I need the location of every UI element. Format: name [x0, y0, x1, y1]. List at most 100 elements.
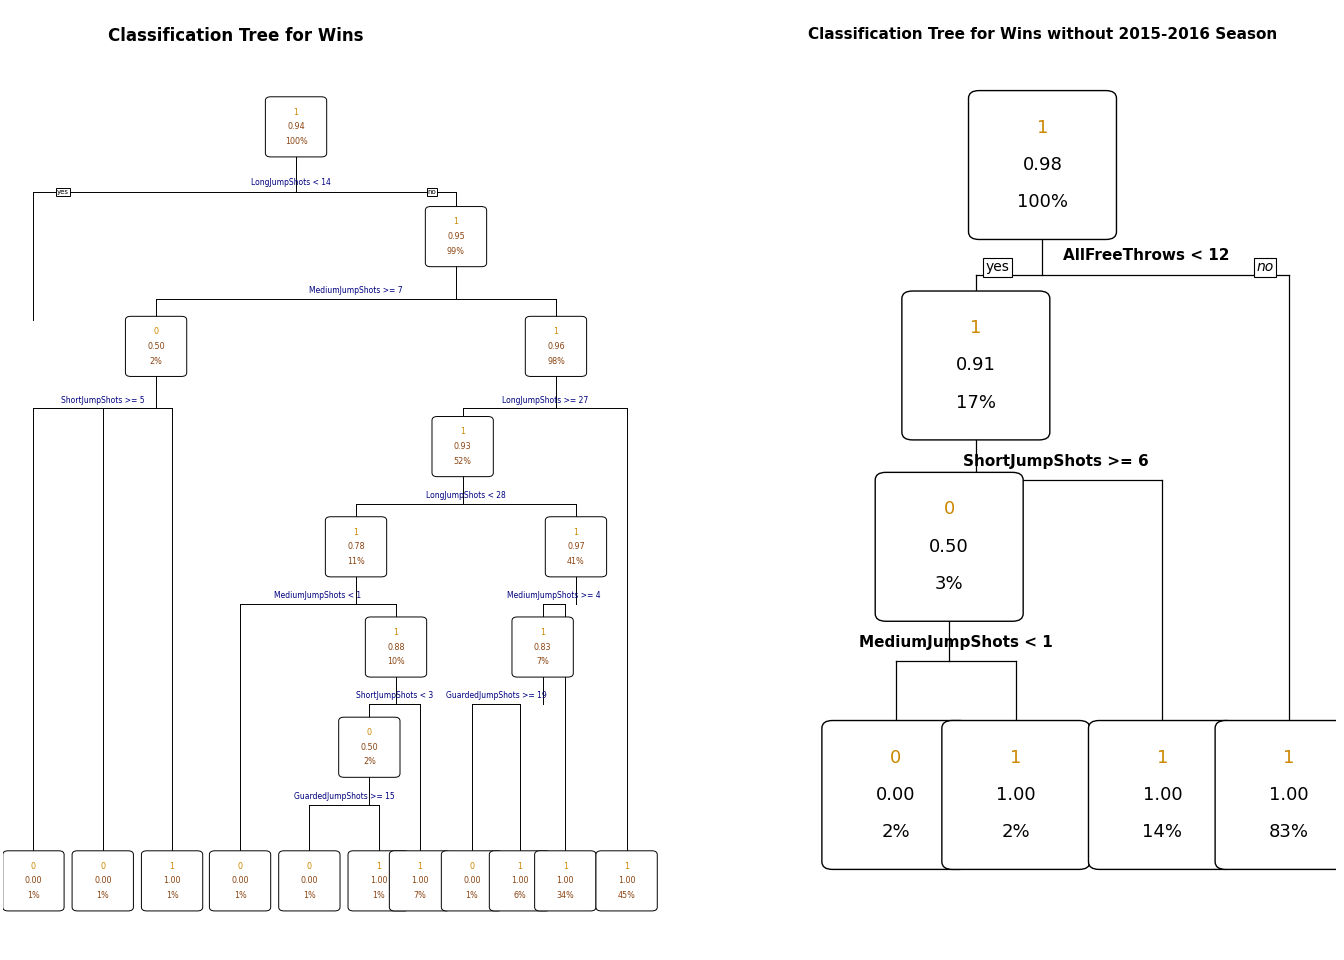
- Text: 0.88: 0.88: [387, 642, 405, 652]
- Text: 0.00: 0.00: [24, 876, 42, 885]
- FancyBboxPatch shape: [339, 717, 401, 778]
- Text: 100%: 100%: [1017, 194, 1068, 211]
- Text: GuardedJumpShots >= 15: GuardedJumpShots >= 15: [293, 792, 394, 801]
- Text: 0.00: 0.00: [876, 786, 915, 804]
- Text: LongJumpShots < 28: LongJumpShots < 28: [426, 492, 505, 500]
- Text: 1: 1: [563, 862, 567, 871]
- Text: 45%: 45%: [618, 891, 636, 900]
- Text: 0.78: 0.78: [347, 542, 364, 551]
- Text: 34%: 34%: [556, 891, 574, 900]
- FancyBboxPatch shape: [325, 516, 387, 577]
- Text: 0: 0: [367, 728, 372, 737]
- FancyBboxPatch shape: [902, 291, 1050, 440]
- Text: 1%: 1%: [27, 891, 40, 900]
- FancyBboxPatch shape: [390, 851, 450, 911]
- Text: 0.50: 0.50: [360, 743, 378, 752]
- Text: 1: 1: [624, 862, 629, 871]
- Text: 7%: 7%: [536, 658, 550, 666]
- Text: yes: yes: [985, 260, 1009, 275]
- Text: 0: 0: [306, 862, 312, 871]
- FancyBboxPatch shape: [125, 316, 187, 376]
- Text: 1: 1: [574, 528, 578, 537]
- Text: 1: 1: [1011, 749, 1021, 766]
- Text: 1: 1: [540, 628, 546, 636]
- Text: 1: 1: [1157, 749, 1168, 766]
- Text: 1.00: 1.00: [511, 876, 528, 885]
- Text: 0.50: 0.50: [148, 342, 165, 350]
- Text: 0.00: 0.00: [231, 876, 249, 885]
- Text: 83%: 83%: [1269, 824, 1309, 841]
- Text: 1.00: 1.00: [618, 876, 636, 885]
- Text: ShortJumpShots < 3: ShortJumpShots < 3: [356, 691, 433, 701]
- Text: ShortJumpShots >= 6: ShortJumpShots >= 6: [962, 453, 1149, 468]
- Text: 0: 0: [101, 862, 105, 871]
- Text: no: no: [427, 189, 437, 195]
- Text: 1%: 1%: [372, 891, 384, 900]
- Text: 0.00: 0.00: [464, 876, 481, 885]
- Text: yes: yes: [56, 189, 69, 195]
- Text: 100%: 100%: [285, 137, 308, 146]
- Text: MediumJumpShots < 1: MediumJumpShots < 1: [859, 635, 1052, 650]
- FancyBboxPatch shape: [526, 316, 586, 376]
- Text: 1: 1: [418, 862, 422, 871]
- Text: Classification Tree for Wins: Classification Tree for Wins: [109, 27, 364, 44]
- Text: 1%: 1%: [465, 891, 478, 900]
- Text: 0.00: 0.00: [94, 876, 112, 885]
- Text: 1: 1: [376, 862, 382, 871]
- Text: 0.83: 0.83: [534, 642, 551, 652]
- Text: 6%: 6%: [513, 891, 527, 900]
- FancyBboxPatch shape: [441, 851, 503, 911]
- FancyBboxPatch shape: [512, 617, 574, 677]
- FancyBboxPatch shape: [1089, 721, 1236, 870]
- Text: 7%: 7%: [414, 891, 426, 900]
- Text: 1: 1: [1036, 119, 1048, 136]
- Text: 0: 0: [943, 500, 954, 518]
- FancyBboxPatch shape: [3, 851, 65, 911]
- Text: 2%: 2%: [882, 824, 910, 841]
- Text: 0: 0: [153, 327, 159, 336]
- Text: no: no: [1257, 260, 1274, 275]
- Text: 0: 0: [238, 862, 242, 871]
- Text: 3%: 3%: [935, 575, 964, 593]
- FancyBboxPatch shape: [431, 417, 493, 477]
- Text: 11%: 11%: [347, 557, 364, 566]
- FancyBboxPatch shape: [942, 721, 1090, 870]
- Text: 0.91: 0.91: [956, 356, 996, 374]
- FancyBboxPatch shape: [210, 851, 270, 911]
- Text: 0.50: 0.50: [929, 538, 969, 556]
- FancyBboxPatch shape: [595, 851, 657, 911]
- Text: 52%: 52%: [454, 457, 472, 466]
- FancyBboxPatch shape: [823, 721, 970, 870]
- Text: 1%: 1%: [302, 891, 316, 900]
- Text: 1.00: 1.00: [556, 876, 574, 885]
- Text: 1: 1: [970, 319, 981, 337]
- FancyBboxPatch shape: [546, 516, 606, 577]
- Text: 1%: 1%: [97, 891, 109, 900]
- Text: 1.00: 1.00: [996, 786, 1036, 804]
- Text: 0: 0: [890, 749, 902, 766]
- Text: 1.00: 1.00: [370, 876, 387, 885]
- Text: 2%: 2%: [363, 757, 376, 766]
- Text: 0.95: 0.95: [448, 232, 465, 241]
- Text: 41%: 41%: [567, 557, 585, 566]
- Text: 1: 1: [293, 108, 298, 117]
- FancyBboxPatch shape: [535, 851, 595, 911]
- Text: 0: 0: [469, 862, 474, 871]
- Text: 10%: 10%: [387, 658, 405, 666]
- Text: 1: 1: [517, 862, 523, 871]
- Text: GuardedJumpShots >= 19: GuardedJumpShots >= 19: [446, 691, 547, 701]
- Text: MediumJumpShots >= 7: MediumJumpShots >= 7: [309, 286, 403, 295]
- FancyBboxPatch shape: [278, 851, 340, 911]
- FancyBboxPatch shape: [73, 851, 133, 911]
- FancyBboxPatch shape: [489, 851, 551, 911]
- Text: 1.00: 1.00: [1142, 786, 1183, 804]
- Text: 1.00: 1.00: [411, 876, 429, 885]
- Text: 0.00: 0.00: [301, 876, 319, 885]
- FancyBboxPatch shape: [969, 90, 1117, 239]
- Text: AllFreeThrows < 12: AllFreeThrows < 12: [1063, 249, 1228, 263]
- Text: 0.97: 0.97: [567, 542, 585, 551]
- FancyBboxPatch shape: [1215, 721, 1344, 870]
- Text: 1%: 1%: [234, 891, 246, 900]
- Text: 14%: 14%: [1142, 824, 1183, 841]
- Text: 1.00: 1.00: [164, 876, 181, 885]
